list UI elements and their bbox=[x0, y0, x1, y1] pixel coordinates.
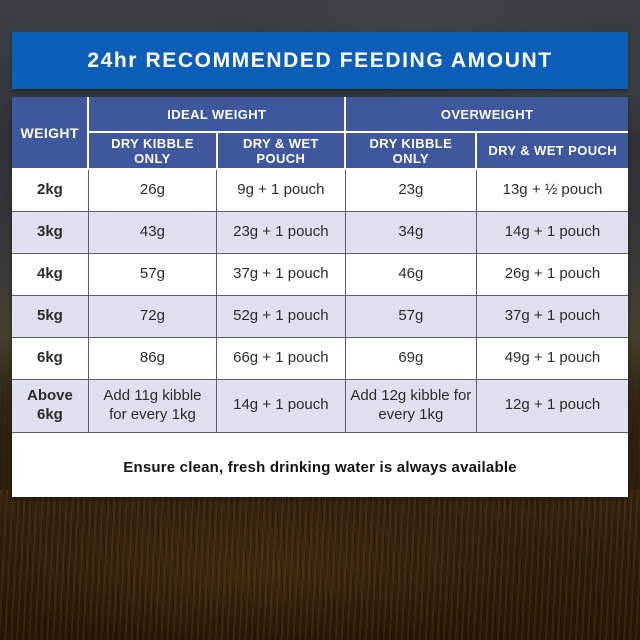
cell-value: 72g bbox=[87, 294, 218, 338]
title-banner: 24hr RECOMMENDED FEEDING AMOUNT bbox=[12, 32, 628, 89]
cell-value: 12g + 1 pouch bbox=[475, 378, 628, 433]
water-note: Ensure clean, fresh drinking water is al… bbox=[123, 458, 517, 476]
col-header-ideal-dry-wet: DRY & WET POUCH bbox=[215, 131, 347, 170]
cell-value: Add 11g kibble for every 1kg bbox=[87, 378, 218, 433]
feeding-chart-panel: WEIGHT IDEAL WEIGHT OVERWEIGHT DRY KIBBL… bbox=[12, 97, 628, 497]
col-header-over-dry-kibble: DRY KIBBLE ONLY bbox=[344, 131, 478, 170]
table-row: 4kg 57g 37g + 1 pouch 46g 26g + 1 pouch bbox=[12, 252, 628, 296]
feeding-table: WEIGHT IDEAL WEIGHT OVERWEIGHT DRY KIBBL… bbox=[12, 97, 628, 433]
col-header-over-dry-wet: DRY & WET POUCH bbox=[475, 131, 628, 170]
cell-value: 66g + 1 pouch bbox=[216, 336, 346, 380]
col-header-weight: WEIGHT bbox=[12, 97, 90, 170]
water-note-band: Ensure clean, fresh drinking water is al… bbox=[12, 437, 628, 497]
table-row: Above 6kg Add 11g kibble for every 1kg 1… bbox=[12, 378, 628, 433]
table-row: 6kg 86g 66g + 1 pouch 69g 49g + 1 pouch bbox=[12, 336, 628, 380]
cell-value: 13g + ½ pouch bbox=[475, 168, 628, 212]
cell-value: 9g + 1 pouch bbox=[216, 168, 346, 212]
cell-value: 37g + 1 pouch bbox=[475, 294, 628, 338]
cell-value: 14g + 1 pouch bbox=[475, 210, 628, 254]
cell-value: 49g + 1 pouch bbox=[475, 336, 628, 380]
row-weight-label: 6kg bbox=[12, 336, 89, 380]
cell-value: 26g + 1 pouch bbox=[475, 252, 628, 296]
col-header-ideal-dry-kibble: DRY KIBBLE ONLY bbox=[88, 131, 218, 170]
cell-value: 23g bbox=[344, 168, 477, 212]
row-weight-label: 5kg bbox=[12, 294, 89, 338]
cell-value: 14g + 1 pouch bbox=[216, 378, 346, 433]
row-weight-label: 3kg bbox=[12, 210, 89, 254]
cell-value: 69g bbox=[344, 336, 477, 380]
cell-value: Add 12g kibble for every 1kg bbox=[344, 378, 477, 433]
cell-value: 57g bbox=[87, 252, 218, 296]
cell-value: 86g bbox=[87, 336, 218, 380]
cell-value: 26g bbox=[87, 168, 218, 212]
table-row: 2kg 26g 9g + 1 pouch 23g 13g + ½ pouch bbox=[12, 168, 628, 212]
cell-value: 52g + 1 pouch bbox=[216, 294, 346, 338]
table-row: 5kg 72g 52g + 1 pouch 57g 37g + 1 pouch bbox=[12, 294, 628, 338]
table-row: 3kg 43g 23g + 1 pouch 34g 14g + 1 pouch bbox=[12, 210, 628, 254]
row-weight-label: 4kg bbox=[12, 252, 89, 296]
group-header-overweight: OVERWEIGHT bbox=[344, 97, 628, 133]
row-weight-label: 2kg bbox=[12, 168, 89, 212]
grass-foreground bbox=[0, 490, 640, 640]
cell-value: 57g bbox=[344, 294, 477, 338]
page-title: 24hr RECOMMENDED FEEDING AMOUNT bbox=[87, 48, 553, 72]
cell-value: 37g + 1 pouch bbox=[216, 252, 346, 296]
row-weight-label: Above 6kg bbox=[12, 378, 89, 433]
cell-value: 34g bbox=[344, 210, 477, 254]
group-header-ideal-weight: IDEAL WEIGHT bbox=[87, 97, 347, 133]
cell-value: 43g bbox=[87, 210, 218, 254]
cell-value: 23g + 1 pouch bbox=[216, 210, 346, 254]
cell-value: 46g bbox=[344, 252, 477, 296]
